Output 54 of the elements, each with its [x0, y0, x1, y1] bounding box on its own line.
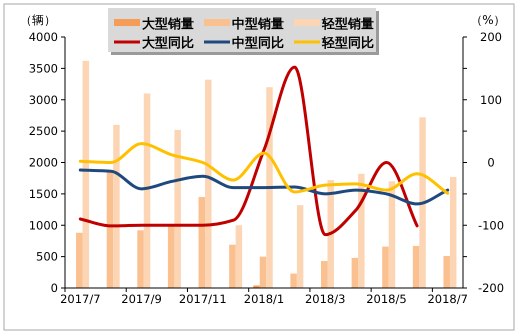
y-tick-label: 3000	[28, 92, 58, 107]
bar	[168, 225, 174, 288]
bar	[382, 246, 389, 288]
legend-label: 中型同比	[232, 36, 284, 51]
y-tick-label: 0	[50, 281, 58, 295]
x-tick-label: 2017/11	[178, 292, 227, 306]
bar	[443, 256, 450, 288]
y2-axis-title: （%）	[470, 13, 506, 27]
bar	[174, 130, 181, 288]
legend-label: 轻型同比	[321, 36, 374, 51]
bar	[266, 87, 273, 288]
x-tick-label: 2018/1	[244, 292, 284, 306]
bar	[388, 181, 396, 288]
y-tick-label: 1000	[28, 218, 58, 232]
bar	[76, 232, 83, 288]
bar	[198, 197, 206, 288]
bar	[106, 172, 114, 288]
y2-tick-label: 0	[487, 156, 495, 170]
bar	[290, 274, 297, 288]
y2-tick-label: 100	[480, 92, 502, 107]
bar	[205, 80, 212, 288]
x-tick-label: 2017/9	[121, 292, 162, 306]
x-tick-label: 2018/5	[366, 292, 407, 306]
y-tick-label: 1500	[28, 186, 58, 201]
bar	[260, 256, 266, 288]
bar	[82, 60, 90, 288]
y-tick-label: 3500	[28, 61, 58, 76]
bar	[320, 261, 328, 288]
legend-label: 轻型销量	[321, 17, 374, 32]
bar	[327, 180, 334, 288]
y-tick-label: 2500	[28, 124, 58, 138]
bar	[137, 230, 144, 288]
bar	[450, 176, 456, 288]
y-tick-label: 500	[36, 250, 58, 264]
bar	[412, 246, 420, 288]
bar	[352, 258, 358, 288]
bar	[236, 225, 242, 288]
bar	[113, 124, 120, 288]
legend-label: 大型销量	[142, 17, 194, 32]
legend-label: 大型同比	[142, 36, 194, 51]
bar	[296, 205, 304, 288]
legend-label: 中型销量	[232, 17, 284, 32]
y-tick-label: 2000	[28, 156, 58, 170]
x-tick-label: 2017/7	[60, 292, 101, 306]
bar	[419, 117, 426, 288]
y-tick-label: 4000	[28, 30, 58, 44]
y2-tick-label: -100	[478, 218, 504, 232]
y2-tick-label: 200	[480, 30, 502, 44]
bar	[144, 93, 150, 288]
y-axis-title: （辆）	[20, 13, 56, 27]
x-tick-label: 2018/7	[427, 292, 468, 306]
y2-tick-label: -200	[478, 281, 504, 295]
bar	[229, 244, 236, 288]
x-tick-label: 2018/3	[304, 292, 346, 306]
